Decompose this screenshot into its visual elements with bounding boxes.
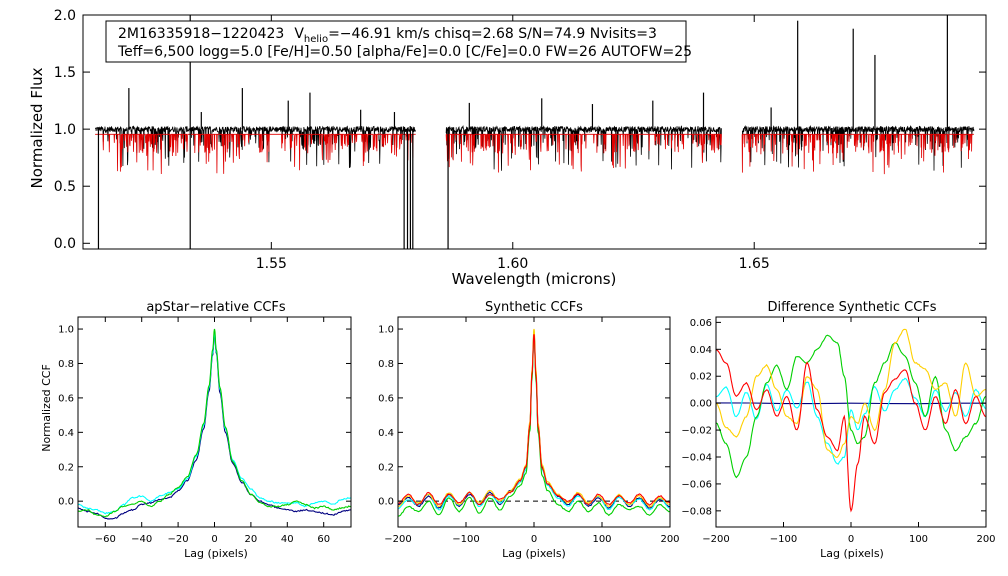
apstar-ccf-xlabel: Lag (pixels) (184, 547, 248, 560)
plot-frames-layer: 1.55 1.60 1.650.00.51.01.52.0−60 −40 −20 0 20 4… (54, 8, 996, 545)
synthetic-ccf-series-1 (398, 332, 670, 509)
synthetic-ccf-frame (397, 316, 671, 528)
difference-ccf-xtick-label: −100 (770, 534, 797, 545)
apstar-ccf-series-2 (78, 330, 351, 515)
synthetic-ccf-ytick-label: 1.0 (378, 325, 394, 336)
spectrum-ytick-label: 0.5 (54, 179, 76, 195)
synthetic-ccf-ytick-label: 0.4 (378, 428, 394, 439)
spectrum-ytick-label: 1.5 (54, 65, 76, 81)
vhelio-subscript: helio (304, 34, 328, 45)
vhelio-label: V (294, 26, 304, 42)
apstar-ccf-plot-area (78, 328, 351, 520)
synthetic-ccf-ytick-label: 0.0 (378, 497, 394, 508)
plot-data-layer (78, 15, 986, 520)
synthetic-ccf-xtick-label: −200 (384, 534, 411, 545)
difference-ccf-frame (715, 316, 987, 528)
synthetic-ccf-xtick-label: 200 (660, 534, 679, 545)
synthetic-ccf-title: Synthetic CCFs (485, 300, 583, 315)
apstar-ccf-ytick-label: 0.0 (58, 497, 74, 508)
spectrum-plot-area (94, 15, 975, 249)
synthetic-ccf-series-2 (398, 330, 670, 511)
difference-ccf-series-4 (716, 328, 986, 458)
spectrum-ytick-label: 1.0 (54, 122, 76, 138)
spectrum-ylabel: Normalized Flux (28, 67, 46, 188)
apstar-ccf-xtick-label: 20 (245, 534, 258, 545)
synthetic-ccf-xtick-label: 100 (592, 534, 611, 545)
synthetic-ccf-ytick-label: 0.8 (378, 359, 394, 370)
spectrum-xlabel: Wavelength (microns) (452, 270, 617, 288)
difference-ccf-ytick-label: 0.02 (690, 372, 712, 383)
apstar-ccf-ylabel: Normalized CCF (40, 364, 53, 452)
apstar-ccf-xtick-label: −40 (131, 534, 152, 545)
spectrum-ytick-label: 0.0 (54, 236, 76, 252)
difference-ccf-ytick-label: −0.06 (681, 479, 712, 490)
difference-ccf-xlabel: Lag (pixels) (820, 547, 884, 560)
spectrum-xtick-label: 1.55 (256, 256, 287, 272)
apstar-ccf-ytick-label: 0.6 (58, 393, 74, 404)
apstar-ccf-xtick-label: 60 (317, 534, 330, 545)
difference-ccf-series-1 (716, 402, 986, 405)
synthetic-ccf-ytick-label: 0.6 (378, 393, 394, 404)
apstar-ccf-frame (77, 316, 352, 528)
difference-ccf-series-5 (716, 349, 986, 513)
difference-ccf-series-2 (716, 377, 986, 465)
synthetic-ccf-xlabel: Lag (pixels) (502, 547, 566, 560)
apstar-ccf-series-3 (78, 328, 351, 518)
apstar-ccf-xtick-label: 0 (211, 534, 217, 545)
difference-ccf-ytick-label: −0.02 (681, 426, 712, 437)
synthetic-ccf-xtick-label: 0 (531, 534, 537, 545)
apstar-ccf-ytick-label: 1.0 (58, 325, 74, 336)
annotation-line-2: Teff=6,500 logg=5.0 [Fe/H]=0.50 [alpha/F… (117, 44, 692, 60)
difference-ccf-ytick-label: −0.08 (681, 506, 712, 517)
annotation-box (105, 20, 687, 63)
difference-ccf-ytick-label: −0.04 (681, 453, 712, 464)
apstar-ccf-title: apStar−relative CCFs (146, 300, 286, 315)
spectrum-frame (82, 14, 987, 250)
synthetic-ccf-series-4 (398, 328, 670, 508)
spectrum-ytick-label: 2.0 (54, 8, 76, 24)
difference-ccf-ytick-label: 0.04 (690, 345, 712, 356)
annotation-line-1: 2M16335918−1220423 Vhelio=−46.91 km/s chi… (118, 26, 657, 45)
apstar-ccf-xtick-label: −20 (168, 534, 189, 545)
spectrum-series-model (95, 133, 974, 175)
synthetic-ccf-ytick-label: 0.2 (378, 462, 394, 473)
apstar-ccf-series-1 (78, 332, 351, 520)
spectrum-xtick-label: 1.65 (739, 256, 770, 272)
synthetic-ccf-xtick-label: −100 (452, 534, 479, 545)
apstar-ccf-xtick-label: −60 (95, 534, 116, 545)
star-id: 2M16335918−1220423 (118, 26, 284, 42)
difference-ccf-ytick-label: 0.00 (690, 399, 712, 410)
apstar-ccf-ytick-label: 0.8 (58, 359, 74, 370)
difference-ccf-xtick-label: 200 (976, 534, 995, 545)
apstar-ccf-ytick-label: 0.4 (58, 428, 74, 439)
stats-text: =−46.91 km/s chisq=2.68 S/N=74.9 Nvisits… (328, 26, 657, 42)
apstar-ccf-ytick-label: 0.2 (58, 462, 74, 473)
difference-ccf-xtick-label: −200 (702, 534, 729, 545)
apstar-ccf-xtick-label: 40 (281, 534, 294, 545)
synthetic-ccf-series-5 (398, 334, 670, 506)
difference-ccf-ytick-label: 0.06 (690, 318, 712, 329)
difference-ccf-xtick-label: 100 (909, 534, 928, 545)
difference-ccf-title: Difference Synthetic CCFs (767, 300, 936, 315)
synthetic-ccf-series-3 (398, 335, 670, 517)
difference-ccf-xtick-label: 0 (848, 534, 854, 545)
synthetic-ccf-plot-area (398, 328, 670, 517)
difference-ccf-series-3 (716, 334, 986, 479)
spectrum-xtick-label: 1.60 (497, 256, 528, 272)
difference-ccf-plot-area (716, 328, 986, 513)
